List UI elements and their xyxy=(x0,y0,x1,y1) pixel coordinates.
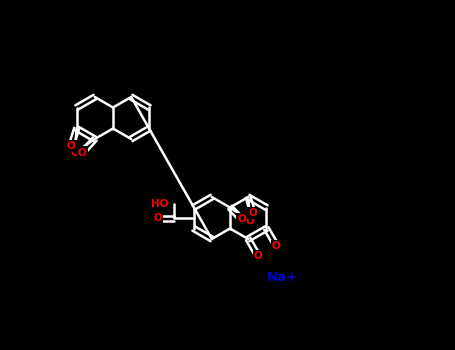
Text: O: O xyxy=(246,216,254,226)
Text: O: O xyxy=(78,148,87,158)
Text: HO: HO xyxy=(151,199,168,209)
Text: O: O xyxy=(153,213,162,223)
Text: O: O xyxy=(254,251,263,261)
Text: Na+: Na+ xyxy=(267,271,298,284)
Text: O: O xyxy=(237,214,246,224)
Text: O: O xyxy=(248,208,257,218)
Text: O: O xyxy=(272,241,281,251)
Text: O: O xyxy=(67,141,76,151)
Text: O: O xyxy=(71,148,79,158)
